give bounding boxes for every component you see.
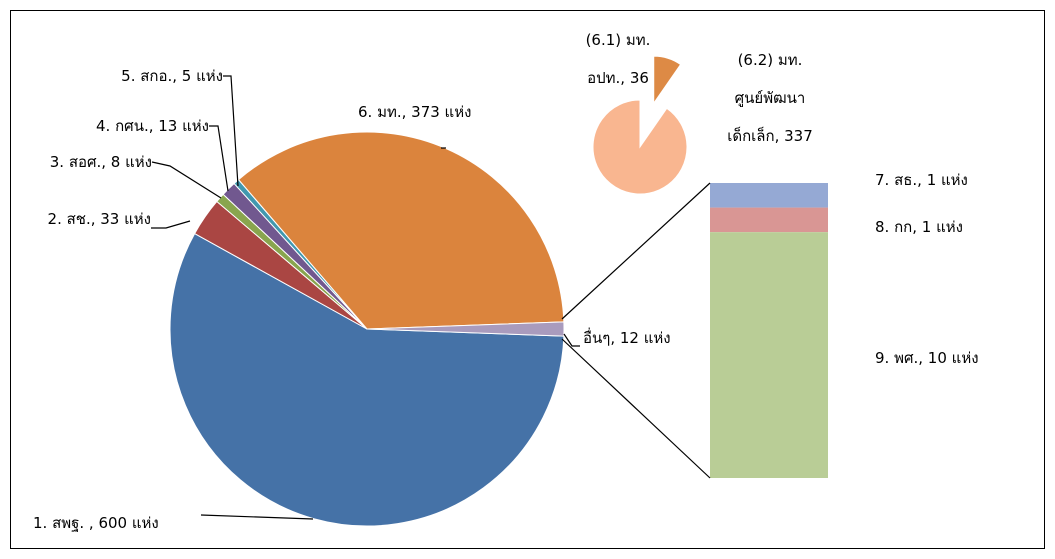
pie-slice [366, 321, 565, 337]
data-label: 1. สพฐ. , 600 แห่ง [33, 514, 159, 532]
leader-line [223, 75, 239, 187]
data-label: 7. สธ., 1 แห่ง [875, 171, 968, 189]
data-label: (6.2) มท. ศูนย์พัฒนา เด็กเล็ก, 337 [727, 51, 813, 145]
leader-line [151, 220, 191, 229]
data-label: 8. กก, 1 แห่ง [875, 218, 963, 236]
leader-lines [151, 75, 711, 520]
bar-segment [710, 232, 828, 478]
bar-segment [710, 183, 828, 208]
leader-line [151, 161, 222, 199]
data-label: 9. พศ., 10 แห่ง [875, 349, 979, 367]
data-label: 6. มท., 373 แห่ง [358, 103, 472, 121]
bar-segment [710, 207, 828, 233]
data-label: 3. สอศ., 8 แห่ง [49, 153, 152, 171]
leader-line [200, 514, 314, 520]
data-label: (6.1) มท. อปท., 36 [585, 31, 651, 87]
connector-line [561, 338, 711, 479]
data-label: 5. สกอ., 5 แห่ง [121, 67, 223, 85]
pie-slice [592, 99, 688, 195]
data-label: 4. กศน., 13 แห่ง [96, 117, 209, 135]
leader-line [563, 333, 580, 347]
pie-slice [653, 55, 682, 105]
connector-line [561, 182, 711, 320]
data-label: อื่นๆ, 12 แห่ง [583, 329, 671, 347]
pie-slice [169, 232, 565, 527]
data-label: 2. สช., 33 แห่ง [47, 210, 151, 228]
leader-line [209, 125, 229, 192]
